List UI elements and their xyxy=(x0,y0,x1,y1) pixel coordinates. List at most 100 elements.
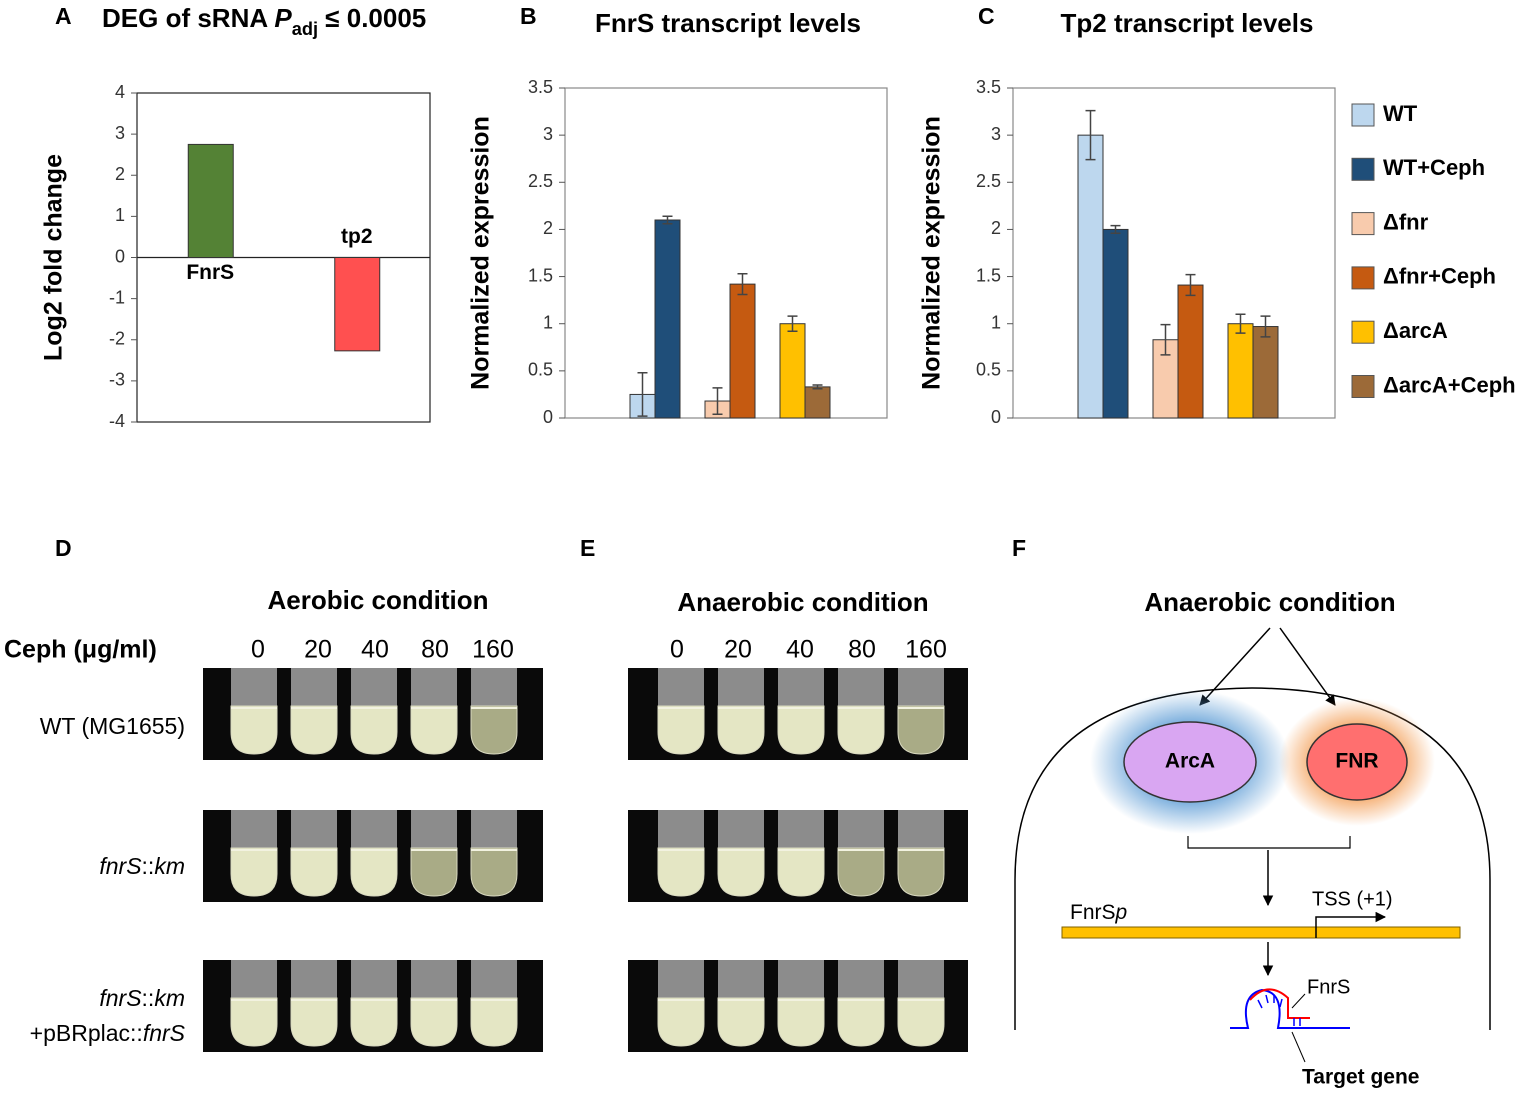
tss-label: TSS (+1) xyxy=(1312,888,1393,910)
legend-swatch xyxy=(1351,103,1375,127)
error-bar xyxy=(1185,273,1196,297)
error-bar xyxy=(737,272,748,296)
tube-liquid xyxy=(230,705,278,755)
diagram: Anaerobic condition ArcA FNR TSS (+1) Fn… xyxy=(1014,587,1491,1089)
y-tick-label: 3 xyxy=(543,124,553,144)
y-tick-label: 0.5 xyxy=(976,360,1001,380)
text-part: p xyxy=(1115,901,1128,924)
bar xyxy=(187,143,234,258)
tube-glass xyxy=(718,668,764,708)
node-label: FNR xyxy=(1335,750,1378,773)
tube-glass xyxy=(411,668,457,708)
tube-glass xyxy=(658,960,704,1000)
panel-label: A xyxy=(55,3,72,29)
concentration: 40 xyxy=(361,636,389,664)
tube-liquid xyxy=(837,847,885,897)
tube-glass xyxy=(778,668,824,708)
y-tick-label: 2 xyxy=(115,164,125,184)
tube-liquid xyxy=(897,847,945,897)
text-part: P xyxy=(274,3,292,33)
bar xyxy=(729,283,756,419)
category-label: tp2 xyxy=(341,225,373,248)
y-axis-label: Log2 fold change xyxy=(40,154,68,361)
y-tick-label: -4 xyxy=(109,411,125,431)
leader xyxy=(1291,993,1306,1009)
y-axis-label: Normalized expression xyxy=(918,116,946,390)
text-part: adj xyxy=(292,19,318,39)
tube-liquid xyxy=(717,847,765,897)
category-label: FnrS xyxy=(186,261,234,284)
y-tick-label: 0 xyxy=(115,246,125,266)
condition-title: Aerobic condition xyxy=(268,585,489,615)
concentration: 40 xyxy=(786,636,814,664)
tube-glass xyxy=(898,668,944,708)
panel-label: D xyxy=(55,535,72,561)
row-label: fnrS::km xyxy=(99,853,185,879)
y-tick-label: 1 xyxy=(543,312,553,332)
tube-glass xyxy=(411,960,457,1000)
y-tick-label: 1.5 xyxy=(976,265,1001,285)
bar xyxy=(804,386,831,419)
srna xyxy=(1249,988,1310,1019)
y-tick-label: 2 xyxy=(991,218,1001,238)
concentration: 80 xyxy=(848,636,876,664)
tube-glass xyxy=(718,810,764,850)
tube-liquid xyxy=(777,847,825,897)
text-part: FnrS transcript levels xyxy=(595,8,861,38)
concentration: 80 xyxy=(421,636,449,664)
tube-glass xyxy=(291,668,337,708)
chart-title: Tp2 transcript levels xyxy=(1061,8,1314,38)
tube-glass xyxy=(718,960,764,1000)
legend-label: ΔarcA+Ceph xyxy=(1383,372,1516,397)
tube-liquid xyxy=(837,705,885,755)
y-tick-label: 3.5 xyxy=(528,77,553,97)
panel-label: E xyxy=(580,535,595,561)
tube-glass xyxy=(838,960,884,1000)
y-tick-label: 3 xyxy=(991,124,1001,144)
y-tick-label: 1 xyxy=(115,205,125,225)
legend-label: ΔarcA xyxy=(1383,318,1448,343)
tube-liquid xyxy=(350,997,398,1047)
legend-label: Δfnr xyxy=(1383,209,1429,234)
promoter-label: FnrSp xyxy=(1070,901,1127,924)
concentration: 0 xyxy=(670,636,684,664)
concentration: 20 xyxy=(304,636,332,664)
concentration: 160 xyxy=(905,636,947,664)
bar xyxy=(1252,326,1279,419)
error-bar xyxy=(1260,315,1271,338)
tube-glass xyxy=(411,810,457,850)
tube-liquid xyxy=(410,705,458,755)
error-bar xyxy=(712,387,723,415)
text-part: fnrS xyxy=(143,1020,186,1046)
node-label: ArcA xyxy=(1165,750,1215,773)
text-part: ≤ 0.0005 xyxy=(318,3,426,33)
tube-glass xyxy=(898,810,944,850)
tube-liquid xyxy=(470,705,518,755)
tube-liquid xyxy=(837,997,885,1047)
cell-outline xyxy=(1014,687,1491,1030)
y-axis-label: Normalized expression xyxy=(467,116,495,390)
text-part: Tp2 transcript levels xyxy=(1061,8,1314,38)
tube-liquid xyxy=(657,705,705,755)
legend-label: Δfnr+Ceph xyxy=(1383,264,1496,289)
error-bar xyxy=(812,384,823,390)
tube-glass xyxy=(471,668,517,708)
tube-liquid xyxy=(230,847,278,897)
tube-liquid xyxy=(717,705,765,755)
tube-glass xyxy=(231,810,277,850)
fnr-node xyxy=(1306,723,1408,801)
y-tick-label: -1 xyxy=(109,287,125,307)
tube-glass xyxy=(231,960,277,1000)
legend-swatch xyxy=(1351,157,1375,181)
y-tick-label: 0 xyxy=(543,407,553,427)
y-tick-label: 2.5 xyxy=(528,171,553,191)
chart-title: FnrS transcript levels xyxy=(595,8,861,38)
tube-liquid xyxy=(657,997,705,1047)
tube-liquid xyxy=(410,847,458,897)
row-label: +pBRplac::fnrS xyxy=(30,1020,186,1046)
tube-liquid xyxy=(470,997,518,1047)
legend-swatch xyxy=(1351,375,1375,398)
legend-label: WT+Ceph xyxy=(1383,155,1485,180)
pairing xyxy=(1257,994,1301,1026)
panel-label: F xyxy=(1012,535,1026,561)
